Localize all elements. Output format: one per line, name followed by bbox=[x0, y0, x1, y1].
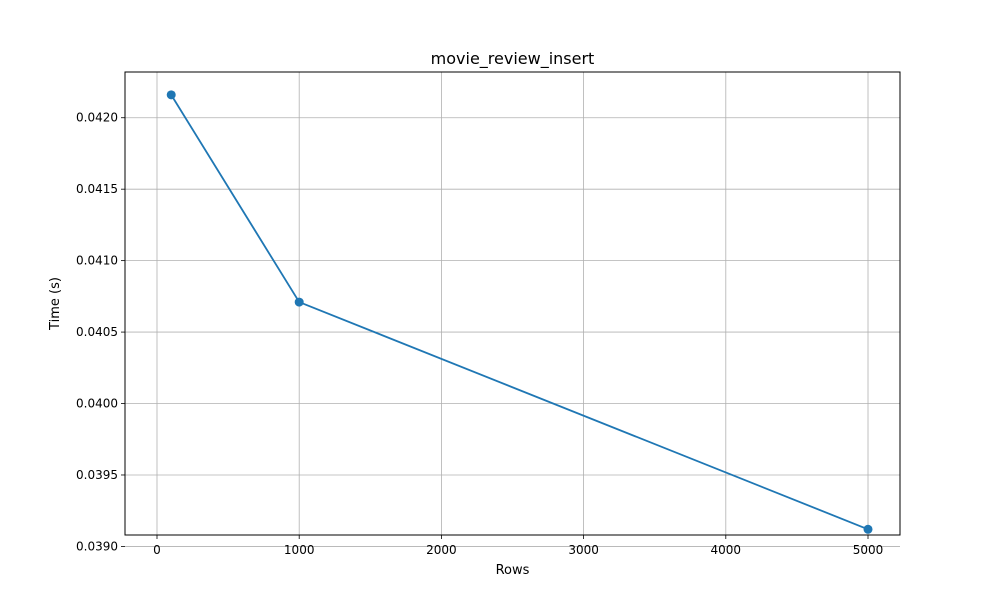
x-tick-label: 1000 bbox=[284, 543, 315, 557]
x-tick-label: 3000 bbox=[568, 543, 599, 557]
x-tick-label: 2000 bbox=[426, 543, 457, 557]
y-tick-label: 0.0405 bbox=[76, 325, 118, 339]
y-tick-label: 0.0420 bbox=[76, 111, 118, 125]
gridlines bbox=[125, 72, 900, 547]
x-tick-label: 0 bbox=[153, 543, 161, 557]
x-tick-label: 5000 bbox=[853, 543, 884, 557]
y-axis-label: Time (s) bbox=[48, 277, 63, 331]
data-point bbox=[863, 524, 873, 534]
data-point bbox=[294, 297, 304, 307]
y-tick-label: 0.0415 bbox=[76, 182, 118, 196]
y-tick-label: 0.0395 bbox=[76, 468, 118, 482]
chart-title: movie_review_insert bbox=[431, 49, 595, 69]
y-axis-ticks: 0.0390 0.0395 0.0400 0.0405 0.0410 0.0415 0.04… bbox=[76, 111, 125, 553]
x-axis-ticks: 0 1000 2000 3000 4000 5000 bbox=[153, 535, 883, 557]
y-tick-label: 0.0390 bbox=[76, 539, 118, 553]
y-tick-label: 0.0410 bbox=[76, 254, 118, 268]
y-tick-label: 0.0400 bbox=[76, 397, 118, 411]
data-point bbox=[166, 90, 176, 100]
series-layer bbox=[166, 90, 873, 534]
x-tick-label: 4000 bbox=[711, 543, 742, 557]
plot-frame bbox=[124, 71, 901, 536]
x-axis-label: Rows bbox=[496, 563, 530, 578]
